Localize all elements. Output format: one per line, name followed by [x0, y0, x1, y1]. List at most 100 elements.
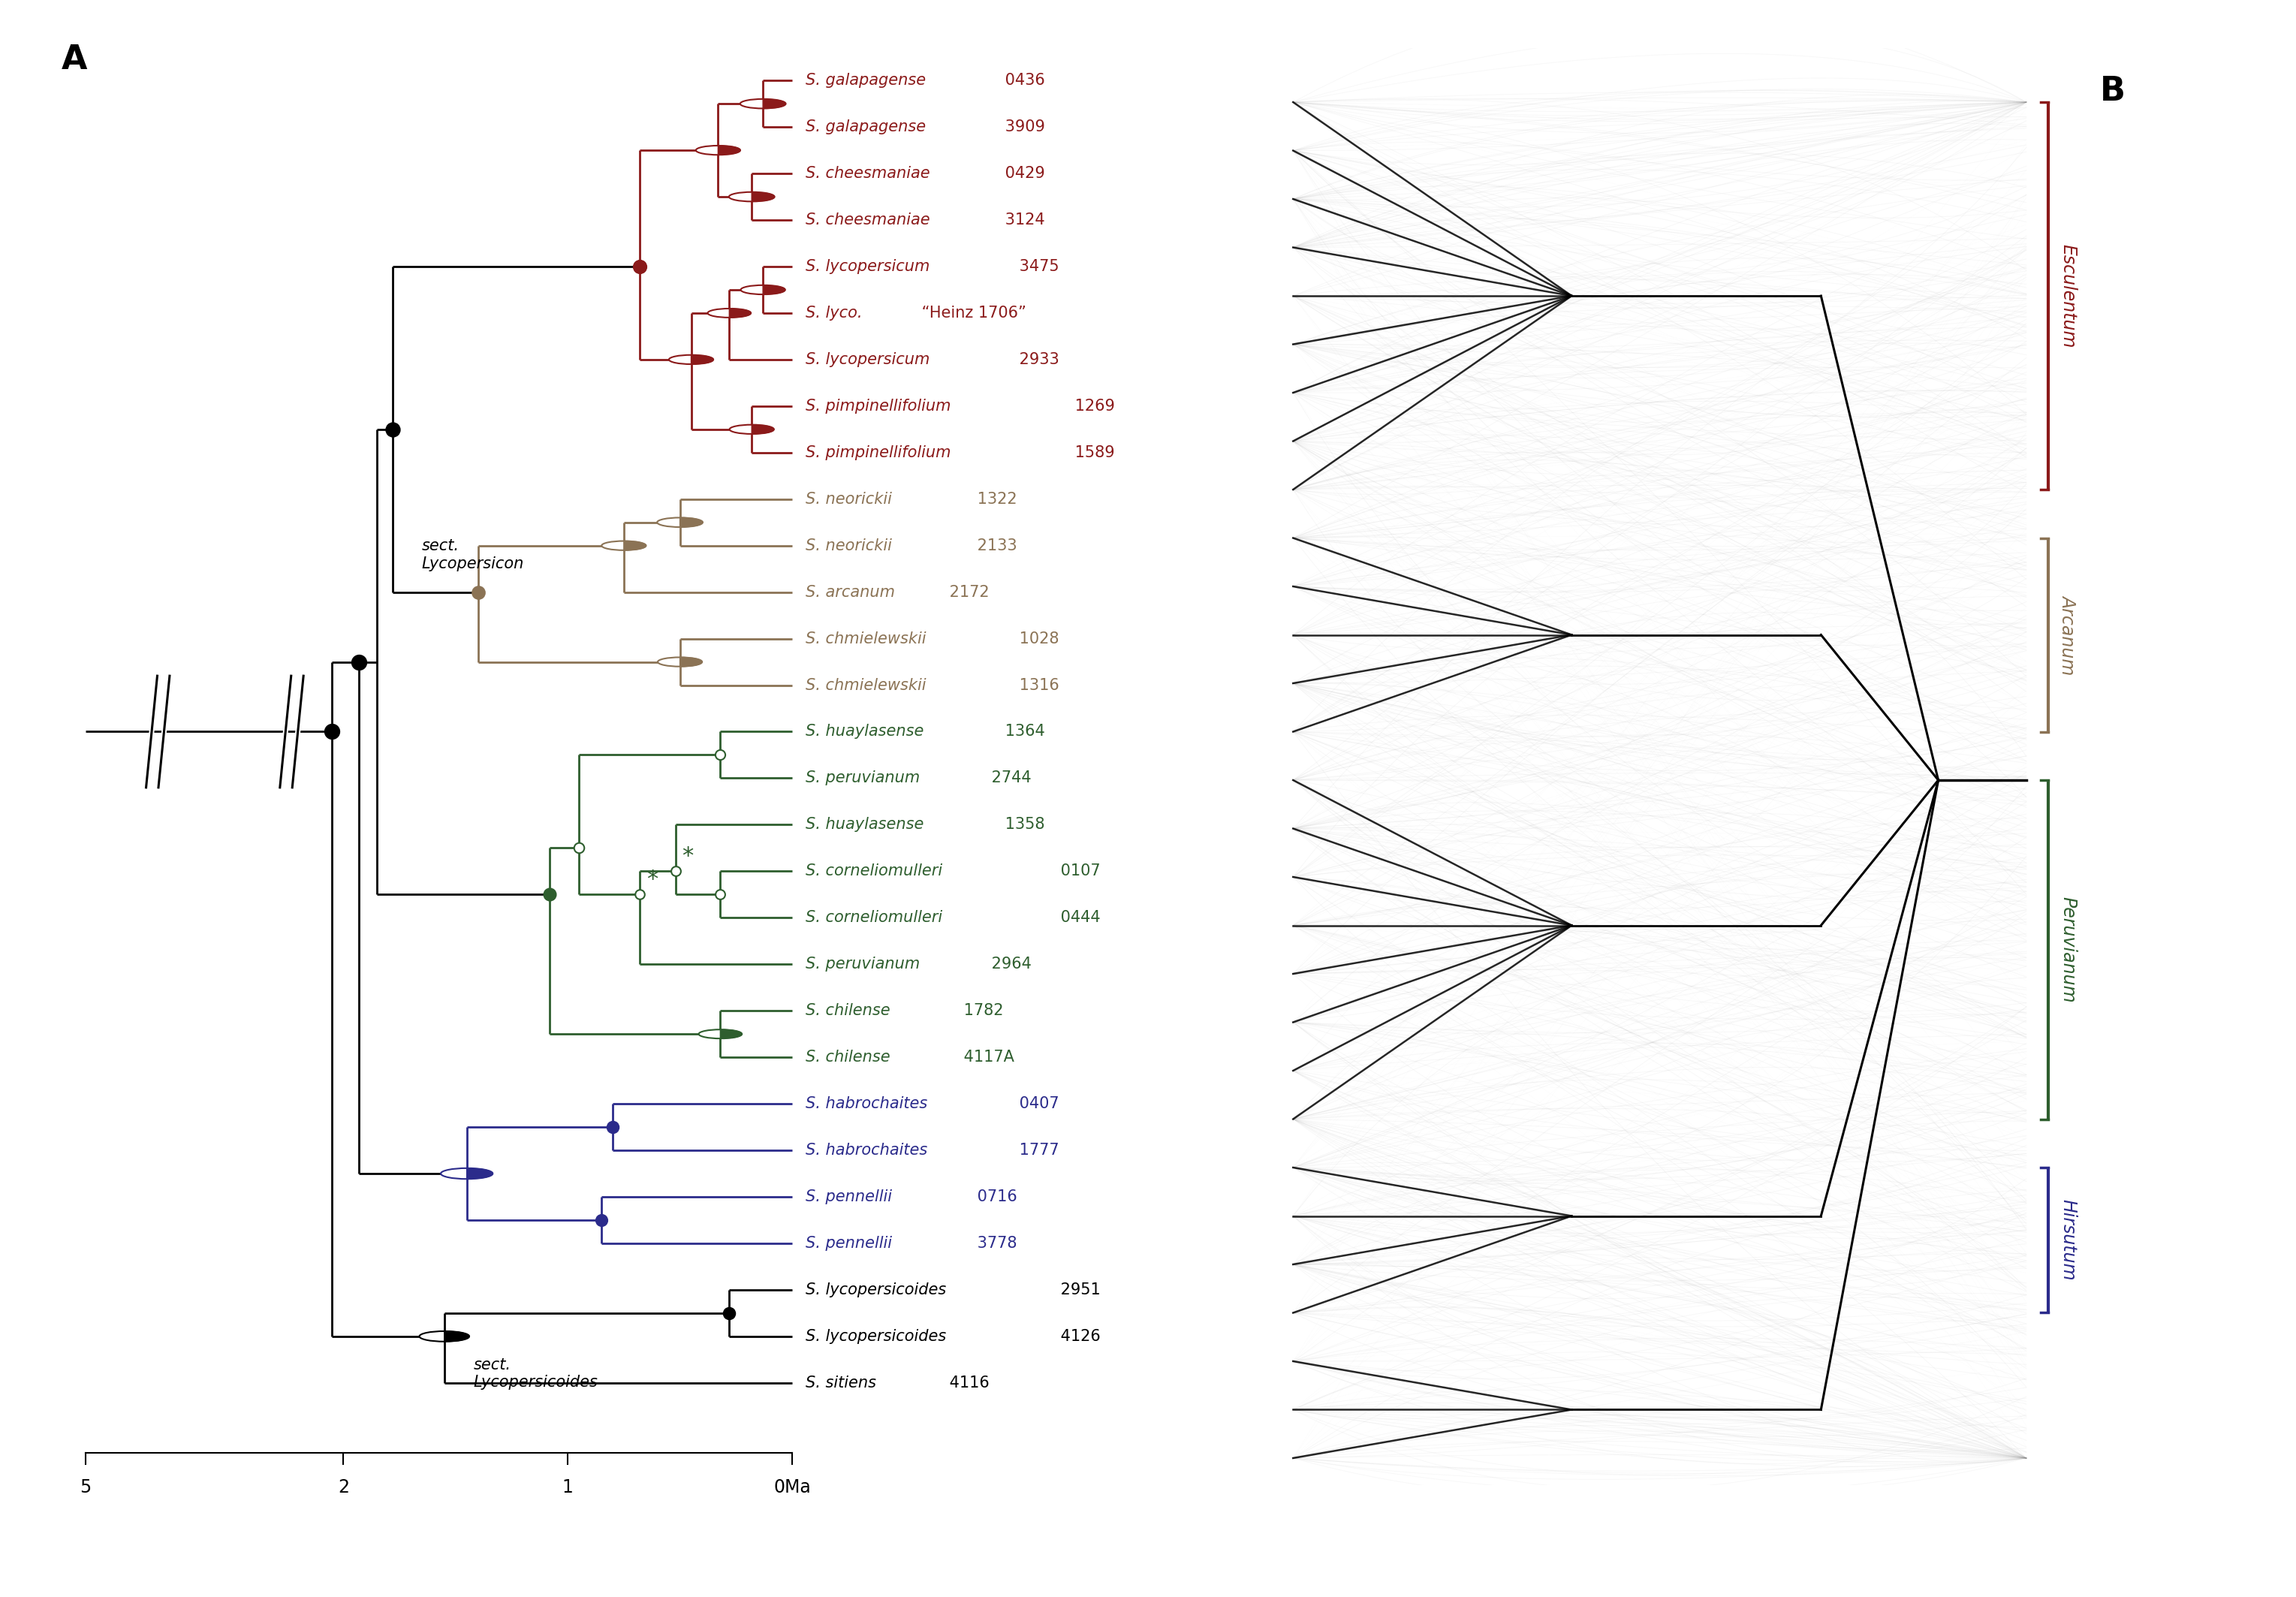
- Text: S. lyco.: S. lyco.: [806, 305, 863, 321]
- Text: A: A: [62, 43, 87, 75]
- Text: 2: 2: [338, 1479, 349, 1496]
- Text: “Heinz 1706”: “Heinz 1706”: [916, 305, 1026, 321]
- Point: [560, 835, 597, 861]
- Polygon shape: [762, 286, 785, 294]
- Circle shape: [698, 1030, 742, 1038]
- Text: S. cheesmaniae: S. cheesmaniae: [806, 212, 930, 227]
- Polygon shape: [680, 517, 703, 527]
- Point: [657, 859, 693, 885]
- Text: S. peruvianum: S. peruvianum: [806, 957, 921, 971]
- Text: S. pennellii: S. pennellii: [806, 1236, 891, 1250]
- Text: S. huaylasense: S. huaylasense: [806, 818, 923, 832]
- Point: [622, 882, 659, 907]
- Text: S. lycopersicoides: S. lycopersicoides: [806, 1282, 946, 1297]
- Text: Arcanum: Arcanum: [2060, 596, 2078, 676]
- Text: S. neorickii: S. neorickii: [806, 538, 891, 553]
- Text: 3909: 3909: [1001, 120, 1045, 134]
- Text: S. chilense: S. chilense: [806, 1003, 891, 1019]
- Text: 3475: 3475: [1015, 259, 1058, 275]
- Circle shape: [441, 1167, 494, 1179]
- Polygon shape: [719, 145, 739, 155]
- Circle shape: [657, 517, 703, 527]
- Circle shape: [742, 286, 785, 294]
- Polygon shape: [721, 1030, 742, 1038]
- Text: 1782: 1782: [960, 1003, 1003, 1019]
- Polygon shape: [751, 425, 774, 434]
- Point: [712, 1300, 748, 1326]
- Text: Esculentum: Esculentum: [2060, 244, 2078, 348]
- Text: S. peruvianum: S. peruvianum: [806, 771, 921, 786]
- Text: 2951: 2951: [1056, 1282, 1100, 1297]
- Circle shape: [602, 541, 645, 551]
- Point: [703, 743, 739, 768]
- Text: 1777: 1777: [1015, 1143, 1058, 1158]
- Text: B: B: [2099, 75, 2126, 107]
- Point: [315, 719, 351, 744]
- Text: S. corneliomulleri: S. corneliomulleri: [806, 910, 941, 925]
- Text: S. pimpinellifolium: S. pimpinellifolium: [806, 446, 951, 460]
- Text: 3124: 3124: [1001, 212, 1045, 227]
- Point: [703, 882, 739, 907]
- Text: 1028: 1028: [1015, 631, 1058, 647]
- Text: S. galapagense: S. galapagense: [806, 73, 925, 88]
- Text: 1: 1: [563, 1479, 574, 1496]
- Text: 4117A: 4117A: [960, 1049, 1015, 1065]
- Text: S. huaylasense: S. huaylasense: [806, 723, 923, 739]
- Text: S. habrochaites: S. habrochaites: [806, 1143, 928, 1158]
- Text: S. neorickii: S. neorickii: [806, 492, 891, 506]
- Text: 4126: 4126: [1056, 1329, 1100, 1343]
- Text: 1269: 1269: [1070, 399, 1116, 414]
- Polygon shape: [625, 541, 645, 551]
- Circle shape: [696, 145, 739, 155]
- Text: 0444: 0444: [1056, 910, 1100, 925]
- Text: S. lycopersicum: S. lycopersicum: [806, 259, 930, 275]
- Circle shape: [668, 355, 714, 364]
- Circle shape: [420, 1332, 468, 1341]
- Circle shape: [739, 99, 785, 109]
- Text: S. pimpinellifolium: S. pimpinellifolium: [806, 399, 951, 414]
- Text: 1589: 1589: [1070, 446, 1114, 460]
- Text: 1322: 1322: [974, 492, 1017, 506]
- Text: Hirsutum: Hirsutum: [2060, 1199, 2078, 1281]
- Text: 1358: 1358: [1001, 818, 1045, 832]
- Text: 0107: 0107: [1056, 864, 1100, 878]
- Point: [374, 417, 411, 442]
- Circle shape: [707, 308, 751, 318]
- Text: S. chmielewskii: S. chmielewskii: [806, 631, 925, 647]
- Text: S. pennellii: S. pennellii: [806, 1190, 891, 1204]
- Text: S. arcanum: S. arcanum: [806, 585, 895, 599]
- Text: 2172: 2172: [944, 585, 990, 599]
- Text: S. lycopersicoides: S. lycopersicoides: [806, 1329, 946, 1343]
- Text: *: *: [645, 869, 657, 891]
- Text: S. lycopersicum: S. lycopersicum: [806, 351, 930, 367]
- Text: 2744: 2744: [987, 771, 1031, 786]
- Point: [595, 1115, 631, 1140]
- Text: 2133: 2133: [974, 538, 1017, 553]
- Circle shape: [657, 658, 703, 666]
- Polygon shape: [730, 308, 751, 318]
- Text: 1364: 1364: [1001, 723, 1045, 739]
- Polygon shape: [466, 1167, 494, 1179]
- Text: S. habrochaites: S. habrochaites: [806, 1096, 928, 1112]
- Text: 0436: 0436: [1001, 73, 1045, 88]
- Polygon shape: [445, 1332, 468, 1341]
- Text: S. cheesmaniae: S. cheesmaniae: [806, 166, 930, 180]
- Text: 3778: 3778: [974, 1236, 1017, 1250]
- Text: sect.
Lycopersicoides: sect. Lycopersicoides: [473, 1357, 597, 1389]
- Polygon shape: [751, 192, 774, 201]
- Polygon shape: [691, 355, 714, 364]
- Circle shape: [728, 192, 774, 201]
- Text: S. galapagense: S. galapagense: [806, 120, 925, 134]
- Polygon shape: [762, 99, 785, 109]
- Text: 1316: 1316: [1015, 677, 1058, 693]
- Text: 2933: 2933: [1015, 351, 1058, 367]
- Point: [459, 580, 496, 605]
- Text: Peruvianum: Peruvianum: [2060, 896, 2078, 1003]
- Text: 0Ma: 0Ma: [774, 1479, 810, 1496]
- Polygon shape: [680, 658, 703, 666]
- Point: [622, 254, 659, 279]
- Text: S. corneliomulleri: S. corneliomulleri: [806, 864, 941, 878]
- Text: *: *: [682, 846, 693, 867]
- Point: [583, 1207, 620, 1233]
- Point: [530, 882, 567, 907]
